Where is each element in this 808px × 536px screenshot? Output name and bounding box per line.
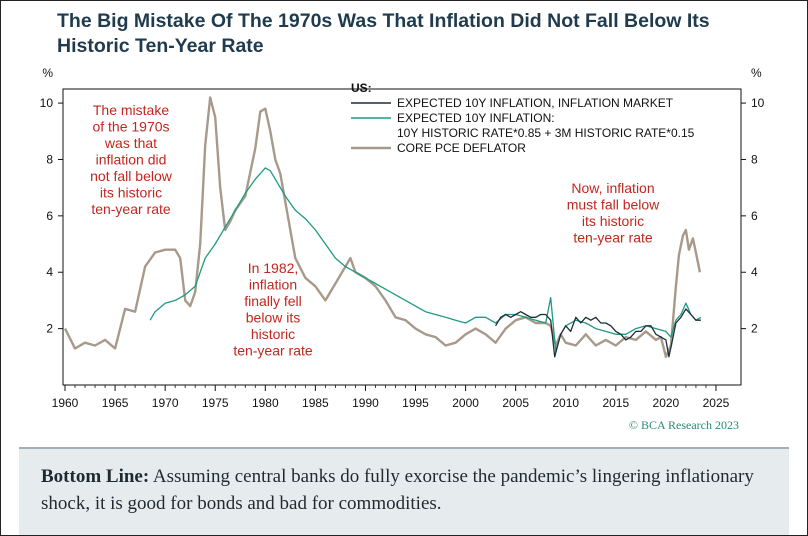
annotation-0-line-5: its historic [100, 185, 162, 201]
y-left-tick-label-10: 10 [40, 96, 54, 110]
x-tick-label-2010: 2010 [552, 396, 579, 410]
legend: US: EXPECTED 10Y INFLATION, INFLATION MAR… [351, 81, 695, 155]
annotation-1-line-0: In 1982, [248, 260, 299, 276]
series-line-1 [149, 167, 702, 352]
bottom-line-body: Assuming central banks do fully exorcise… [41, 466, 754, 514]
legend-label-1: EXPECTED 10Y INFLATION: [397, 111, 555, 125]
y-right-unit: % [751, 66, 762, 80]
y-right-tick-label-8: 8 [751, 152, 758, 166]
x-tick-label-2000: 2000 [452, 396, 479, 410]
x-tick-label-1960: 1960 [52, 396, 79, 410]
y-right-tick-label-10: 10 [751, 96, 765, 110]
x-tick-label-2025: 2025 [703, 396, 730, 410]
x-tick-label-2020: 2020 [653, 396, 680, 410]
annotation-1-line-3: below its [246, 310, 300, 326]
annotation-2-line-0: Now, inflation [571, 180, 654, 196]
annotation-1-line-2: finally fell [244, 293, 302, 309]
x-tick-label-2015: 2015 [602, 396, 629, 410]
legend-label-0: EXPECTED 10Y INFLATION, INFLATION MARKET [397, 96, 674, 110]
y-left-tick-label-4: 4 [46, 265, 53, 279]
annotation-1-line-4: historic [251, 326, 295, 342]
annotation-1-line-1: inflation [249, 277, 297, 293]
x-tick-label-1970: 1970 [152, 396, 179, 410]
x-tick-label-1995: 1995 [402, 396, 429, 410]
annotation-2-line-2: its historic [582, 213, 644, 229]
annotation-2-line-1: must fall below [567, 197, 660, 213]
annotation-0-line-2: was that [104, 135, 157, 151]
annotation-2-line-3: ten-year rate [573, 230, 653, 246]
x-tick-label-1980: 1980 [252, 396, 279, 410]
x-tick-label-2005: 2005 [502, 396, 529, 410]
x-tick-label-1985: 1985 [302, 396, 329, 410]
x-tick-label-1990: 1990 [352, 396, 379, 410]
series-line-0 [495, 308, 701, 358]
bottom-line-label: Bottom Line: [41, 466, 150, 487]
annotation-0-line-3: inflation did [96, 152, 167, 168]
y-left-tick-label-6: 6 [46, 209, 53, 223]
bottom-line-box: Bottom Line: Assuming central banks do f… [19, 447, 789, 535]
legend-label-1-line1: 10Y HISTORIC RATE*0.85 + 3M HISTORIC RAT… [397, 126, 695, 140]
x-tick-label-1975: 1975 [202, 396, 229, 410]
annotation-1-line-5: ten-year rate [233, 343, 313, 359]
series-layer [63, 96, 702, 358]
legend-title: US: [351, 81, 372, 95]
y-right-tick-label-2: 2 [751, 322, 758, 336]
credit-text: © BCA Research 2023 [629, 418, 739, 432]
annotation-0-line-6: ten-year rate [91, 201, 171, 217]
annotation-0-line-0: The mistake [93, 102, 169, 118]
axes: 1960 1965 1970 1975 1980 1985 1990 1995 2000 2005… [40, 66, 765, 410]
bottom-line-text: Bottom Line: Assuming central banks do f… [41, 463, 771, 517]
chart-title: The Big Mistake Of The 1970s Was That In… [57, 10, 710, 57]
y-right-tick-label-4: 4 [751, 265, 758, 279]
y-left-tick-label-8: 8 [46, 152, 53, 166]
y-right-tick-label-6: 6 [751, 209, 758, 223]
x-tick-label-1965: 1965 [102, 396, 129, 410]
y-left-tick-label-2: 2 [46, 322, 53, 336]
series-line-2 [63, 96, 702, 358]
y-left-unit: % [42, 66, 53, 80]
annotation-0-line-1: of the 1970s [92, 119, 169, 135]
plot-border [62, 88, 742, 386]
annotation-0-line-4: not fall below [90, 168, 173, 184]
chart-svg: 1960 1965 1970 1975 1980 1985 1990 1995 2000 2005… [40, 66, 765, 432]
legend-label-2: CORE PCE DEFLATOR [397, 141, 526, 155]
